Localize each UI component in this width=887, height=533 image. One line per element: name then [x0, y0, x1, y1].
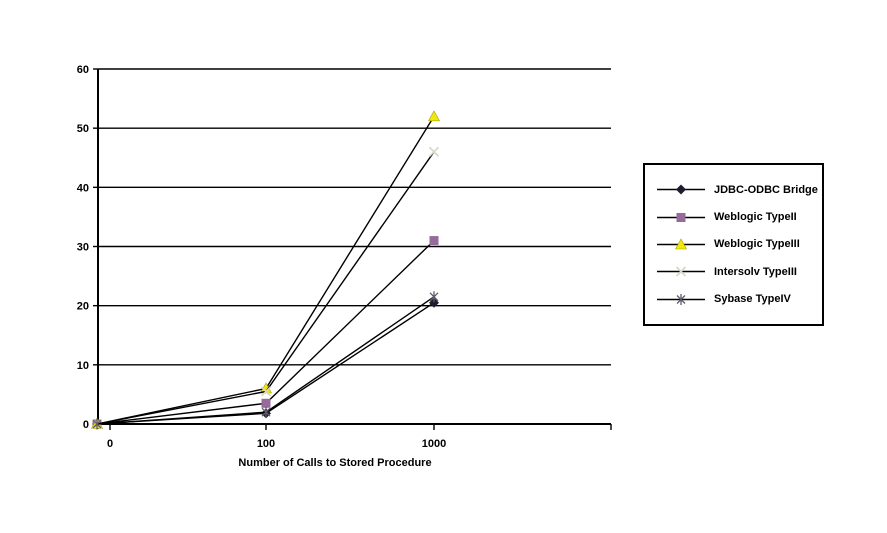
x-tick-label: 0: [107, 438, 113, 450]
x-marker-icon: [675, 266, 687, 277]
x-axis-title: Number of Calls to Stored Procedure: [238, 457, 431, 469]
asterisk-marker-icon: [429, 291, 439, 303]
y-tick-label: 20: [77, 301, 89, 313]
x-tick-label: 1000: [422, 438, 446, 450]
diamond-marker-icon: [676, 184, 686, 195]
legend-item: JDBC-ODBC Bridge: [657, 183, 818, 196]
legend-key-diamond: [657, 184, 705, 195]
series-lines-and-markers: [90, 110, 441, 430]
y-tick-label: 60: [77, 64, 89, 76]
y-tick-label: 30: [77, 242, 89, 254]
triangle-marker-icon: [674, 238, 688, 250]
axes-and-gridlines: 0 10 20 30 40 50 60 0 100 1000: [77, 64, 612, 450]
legend: JDBC-ODBC Bridge Weblogic TypeII Weblogic …: [643, 163, 824, 326]
legend-item: Intersolv TypeIII: [657, 265, 818, 278]
series-line: [96, 151, 435, 425]
square-marker-icon: [676, 212, 686, 222]
legend-key-triangle: [657, 238, 705, 250]
legend-item: Sybase TypeIV: [657, 293, 818, 306]
asterisk-marker-icon: [92, 418, 102, 430]
legend-label: Weblogic TypeIII: [714, 238, 800, 251]
square-marker-icon: [261, 398, 271, 408]
legend-key-x: [657, 266, 705, 277]
legend-key-asterisk: [657, 293, 705, 305]
legend-item: Weblogic TypeII: [657, 211, 818, 224]
legend-key-square: [657, 212, 705, 222]
x-marker-icon: [428, 146, 440, 157]
triangle-marker-icon: [427, 110, 441, 122]
y-tick-label: 10: [77, 360, 89, 372]
legend-label: JDBC-ODBC Bridge: [714, 183, 818, 196]
asterisk-marker-icon: [261, 406, 271, 418]
legend-item: Weblogic TypeIII: [657, 238, 818, 251]
square-marker-icon: [429, 236, 439, 246]
series-line: [96, 115, 435, 425]
x-tick-label: 100: [257, 438, 275, 450]
y-tick-label: 0: [83, 419, 89, 431]
legend-label: Intersolv TypeIII: [714, 265, 797, 278]
legend-label: Sybase TypeIV: [714, 293, 791, 306]
y-tick-label: 40: [77, 182, 89, 194]
y-tick-label: 50: [77, 123, 89, 135]
x-marker-icon: [260, 386, 272, 397]
asterisk-marker-icon: [676, 293, 686, 305]
legend-label: Weblogic TypeII: [714, 211, 797, 224]
